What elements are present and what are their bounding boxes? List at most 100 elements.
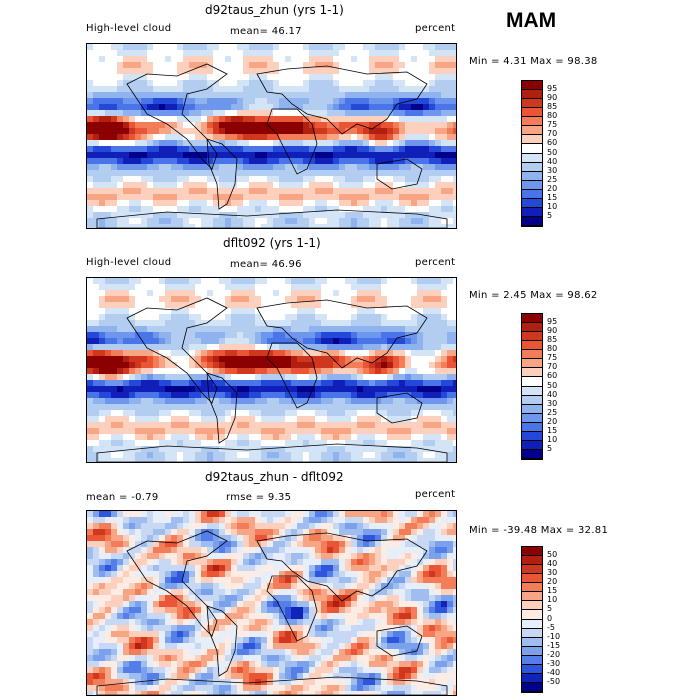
field-cell	[423, 206, 430, 213]
field-cell	[387, 565, 394, 572]
field-cell	[387, 296, 394, 303]
field-cell	[213, 595, 220, 602]
field-cell	[429, 290, 436, 297]
field-cell	[405, 68, 412, 75]
field-cell	[93, 200, 100, 207]
field-cell	[111, 535, 118, 542]
field-cell	[261, 553, 268, 560]
field-cell	[453, 158, 456, 165]
field-cell	[303, 212, 310, 219]
field-cell	[405, 338, 412, 345]
field-cell	[441, 164, 448, 171]
field-cell	[231, 290, 238, 297]
field-cell	[195, 344, 202, 351]
field-cell	[423, 571, 430, 578]
field-cell	[297, 422, 304, 429]
field-cell	[387, 110, 394, 117]
field-cell	[333, 116, 340, 123]
field-cell	[333, 308, 340, 315]
field-cell	[423, 529, 430, 536]
field-cell	[381, 386, 388, 393]
field-cell	[165, 601, 172, 608]
field-cell	[261, 188, 268, 195]
field-cell	[309, 320, 316, 327]
field-cell	[123, 110, 130, 117]
field-cell	[225, 56, 232, 63]
field-cell	[267, 122, 274, 129]
field-cell	[195, 56, 202, 63]
field-cell	[135, 326, 142, 333]
field-cell	[273, 440, 280, 447]
field-cell	[387, 176, 394, 183]
field-cell	[327, 338, 334, 345]
field-cell	[411, 511, 418, 518]
field-cell	[273, 164, 280, 171]
field-cell	[225, 92, 232, 99]
field-cell	[105, 170, 112, 177]
field-cell	[405, 212, 412, 219]
field-cell	[303, 523, 310, 530]
field-cell	[369, 601, 376, 608]
field-cell	[159, 278, 166, 285]
field-cell	[435, 128, 442, 135]
field-cell	[369, 547, 376, 554]
field-cell	[135, 50, 142, 57]
field-cell	[447, 128, 454, 135]
field-cell	[411, 410, 418, 417]
field-cell	[273, 320, 280, 327]
field-cell	[297, 308, 304, 315]
field-cell	[321, 170, 328, 177]
field-cell	[129, 56, 136, 63]
field-cell	[123, 224, 130, 228]
field-cell	[147, 80, 154, 87]
field-cell	[423, 583, 430, 590]
field-cell	[135, 314, 142, 321]
field-cell	[201, 278, 208, 285]
field-cell	[363, 350, 370, 357]
field-cell	[231, 224, 238, 228]
field-cell	[399, 523, 406, 530]
field-cell	[129, 547, 136, 554]
field-cell	[315, 68, 322, 75]
field-cell	[429, 218, 436, 225]
field-cell	[291, 44, 298, 51]
colorbar-swatch	[522, 323, 542, 333]
field-cell	[351, 517, 358, 524]
field-cell	[165, 458, 172, 462]
field-cell	[351, 416, 358, 423]
field-cell	[309, 523, 316, 530]
field-cell	[381, 134, 388, 141]
field-cell	[267, 140, 274, 147]
field-cell	[321, 529, 328, 536]
field-cell	[213, 170, 220, 177]
field-cell	[165, 392, 172, 399]
field-cell	[291, 284, 298, 291]
field-cell	[165, 595, 172, 602]
field-cell	[285, 62, 292, 69]
field-cell	[159, 362, 166, 369]
field-cell	[345, 362, 352, 369]
field-cell	[231, 50, 238, 57]
field-cell	[273, 182, 280, 189]
field-cell	[255, 422, 262, 429]
field-cell	[201, 440, 208, 447]
field-cell	[261, 392, 268, 399]
field-cell	[447, 535, 454, 542]
field-cell	[111, 613, 118, 620]
field-cell	[165, 416, 172, 423]
field-cell	[315, 98, 322, 105]
field-cell	[399, 314, 406, 321]
field-cell	[285, 571, 292, 578]
field-cell	[381, 523, 388, 530]
field-cell	[183, 182, 190, 189]
field-cell	[231, 80, 238, 87]
field-cell	[243, 104, 250, 111]
field-cell	[447, 404, 454, 411]
field-cell	[453, 200, 456, 207]
field-cell	[189, 284, 196, 291]
field-cell	[93, 140, 100, 147]
field-cell	[273, 589, 280, 596]
field-cell	[99, 511, 106, 518]
field-cell	[93, 68, 100, 75]
field-cell	[111, 571, 118, 578]
